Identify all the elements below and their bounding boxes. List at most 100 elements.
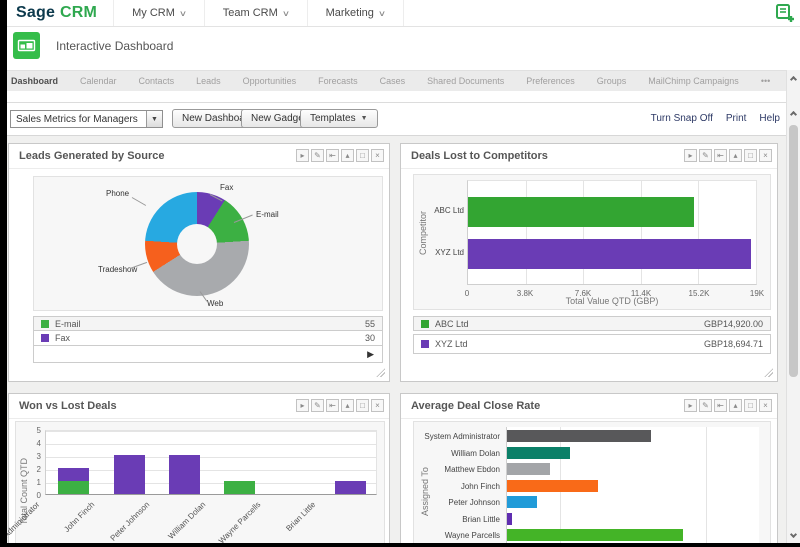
scroll-up-icon[interactable] xyxy=(789,75,798,84)
gadget-title: Won vs Lost Deals xyxy=(19,400,117,412)
close-icon[interactable]: × xyxy=(759,399,772,412)
gadget-header[interactable]: Deals Lost to Competitors ▸ ✎ ⇤ ▴ □ × xyxy=(401,144,777,169)
maximize-icon[interactable]: □ xyxy=(356,149,369,162)
dock-left-icon[interactable]: ⇤ xyxy=(326,149,339,162)
collapse-icon[interactable]: ▴ xyxy=(729,149,742,162)
dock-left-icon[interactable]: ⇤ xyxy=(714,149,727,162)
tab-opportunities[interactable]: Opportunities xyxy=(242,75,297,86)
chevron-down-icon: ▼ xyxy=(360,115,368,122)
tab-leads[interactable]: Leads xyxy=(196,75,221,86)
chevron-down-icon: ∨ xyxy=(377,8,386,18)
y-tick: 1 xyxy=(36,478,41,487)
y-tick: 4 xyxy=(36,439,41,448)
close-icon[interactable]: × xyxy=(759,149,772,162)
button-label: New Dashboard xyxy=(182,113,254,124)
category-label: Brian Little xyxy=(284,500,318,534)
legend-swatch xyxy=(421,319,429,328)
play-icon[interactable]: ▸ xyxy=(296,149,309,162)
leads-legend-table: E-mail 55 Fax 30 ▶ xyxy=(33,316,383,363)
legend-value: 30 xyxy=(364,333,375,343)
scroll-down-icon[interactable] xyxy=(789,530,798,539)
collapse-icon[interactable]: ▴ xyxy=(341,149,354,162)
tab-forecasts[interactable]: Forecasts xyxy=(318,75,358,86)
bar-lost-brian-little xyxy=(334,481,366,494)
gridline xyxy=(46,483,376,484)
y-tick: 2 xyxy=(36,465,41,474)
tab-dashboard[interactable]: Dashboard xyxy=(11,75,59,86)
menu-label: Marketing xyxy=(325,7,374,19)
menu-marketing[interactable]: Marketing ∨ xyxy=(306,0,404,26)
edit-icon[interactable]: ✎ xyxy=(699,149,712,162)
button-label: Templates xyxy=(310,113,356,124)
maximize-icon[interactable]: □ xyxy=(744,399,757,412)
play-icon[interactable]: ▸ xyxy=(684,149,697,162)
bar-john-finch xyxy=(507,479,598,492)
next-page-icon[interactable]: ▶ xyxy=(367,348,374,359)
bar-lost-john-finch xyxy=(113,455,145,494)
help-link[interactable]: Help xyxy=(759,113,780,124)
x-tick: 15.2K xyxy=(688,289,710,298)
tab-calendar[interactable]: Calendar xyxy=(80,75,117,86)
gadget-controls: ▸ ✎ ⇤ ▴ □ × xyxy=(296,149,384,162)
collapse-icon[interactable]: ▴ xyxy=(341,399,354,412)
menu-team-crm[interactable]: Team CRM ∨ xyxy=(203,0,307,26)
bar-system-administrator xyxy=(507,430,651,442)
tab-cases[interactable]: Cases xyxy=(379,75,406,86)
tab-bar: Dashboard Calendar Contacts Leads Opportunit… xyxy=(0,70,786,91)
chevron-down-icon: ∨ xyxy=(178,8,187,18)
collapse-icon[interactable]: ▴ xyxy=(729,399,742,412)
tab-groups[interactable]: Groups xyxy=(596,75,627,86)
resize-grip[interactable] xyxy=(376,368,385,377)
turn-snap-off-link[interactable]: Turn Snap Off xyxy=(650,113,713,124)
templates-button[interactable]: Templates ▼ xyxy=(300,109,378,128)
resize-grip[interactable] xyxy=(764,368,773,377)
gridline xyxy=(46,457,376,458)
legend-label: XYZ Ltd xyxy=(435,339,468,349)
play-icon[interactable]: ▸ xyxy=(296,399,309,412)
close-icon[interactable]: × xyxy=(371,149,384,162)
maximize-icon[interactable]: □ xyxy=(356,399,369,412)
tab-shared-documents[interactable]: Shared Documents xyxy=(427,75,505,86)
scroll-up-icon[interactable] xyxy=(789,110,798,119)
close-icon[interactable]: × xyxy=(371,399,384,412)
tab-[interactable]: ••• xyxy=(760,75,771,86)
category-label: Brian Little xyxy=(462,514,500,524)
maximize-icon[interactable]: □ xyxy=(744,149,757,162)
sage-crm-logo[interactable]: Sage CRM xyxy=(0,0,113,26)
gridline xyxy=(640,181,642,284)
legend-label: Fax xyxy=(55,333,71,343)
category-label: Wayne Parcells xyxy=(444,531,500,540)
gadget-controls: ▸ ✎ ⇤ ▴ □ × xyxy=(684,399,772,412)
dashboard-select-value: Sales Metrics for Managers xyxy=(16,113,138,125)
tab-contacts[interactable]: Contacts xyxy=(138,75,175,86)
x-tick: 19K xyxy=(749,289,765,298)
dock-left-icon[interactable]: ⇤ xyxy=(714,399,727,412)
closerate-chart-panel: Assigned To System Administrator William … xyxy=(413,421,771,547)
edit-icon[interactable]: ✎ xyxy=(311,149,324,162)
vertical-scrollbar[interactable] xyxy=(786,70,800,547)
gadget-header[interactable]: Average Deal Close Rate ▸ ✎ ⇤ ▴ □ × xyxy=(401,394,777,419)
play-icon[interactable]: ▸ xyxy=(684,399,697,412)
tab-mailchimp-campaigns[interactable]: MailChimp Campaigns xyxy=(648,75,739,86)
legend-swatch xyxy=(41,334,49,342)
gadget-header[interactable]: Won vs Lost Deals ▸ ✎ ⇤ ▴ □ × xyxy=(9,394,389,419)
capture-border-left xyxy=(0,0,7,547)
new-record-icon[interactable] xyxy=(775,3,795,23)
print-link[interactable]: Print xyxy=(725,113,747,124)
scrollbar-thumb[interactable] xyxy=(789,125,798,377)
y-tick: 3 xyxy=(36,452,41,461)
dashboard-select[interactable]: Sales Metrics for Managers ▼ xyxy=(10,110,163,128)
edit-icon[interactable]: ✎ xyxy=(699,399,712,412)
x-tick: 0 xyxy=(464,289,470,298)
gadget-header[interactable]: Leads Generated by Source ▸ ✎ ⇤ ▴ □ × xyxy=(9,144,389,169)
edit-icon[interactable]: ✎ xyxy=(311,399,324,412)
dock-left-icon[interactable]: ⇤ xyxy=(326,399,339,412)
legend-swatch xyxy=(41,319,49,328)
menu-my-crm[interactable]: My CRM ∨ xyxy=(113,0,204,26)
deals-legend-table: ABC Ltd GBP14,920.00 XYZ Ltd GBP18,694.71 xyxy=(413,316,771,354)
brand-crm: CRM xyxy=(60,4,98,21)
page-header: Interactive Dashboard xyxy=(0,28,800,70)
tab-preferences[interactable]: Preferences xyxy=(526,75,575,86)
topnav-menus: My CRM ∨ Team CRM ∨ Marketing ∨ xyxy=(113,0,404,26)
gadget-title: Deals Lost to Competitors xyxy=(411,150,548,162)
